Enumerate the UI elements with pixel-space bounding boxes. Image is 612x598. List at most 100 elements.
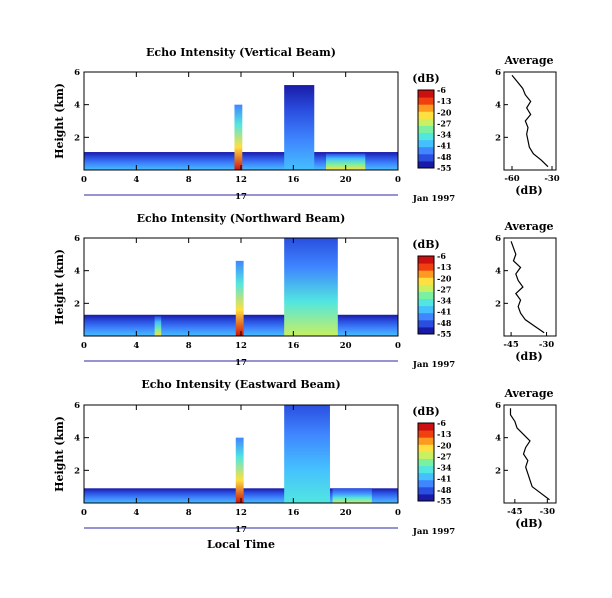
- y-tick-label: 2: [74, 133, 80, 143]
- colorbar-swatch: [418, 444, 434, 452]
- x-tick-label: 4: [133, 341, 139, 351]
- y-axis-label: Height (km): [53, 83, 66, 159]
- x-ticks: 0 4 8 12 16 20 0: [81, 405, 401, 518]
- x-tick-label: 0: [81, 508, 87, 518]
- colorbar-tick-label: -20: [437, 273, 452, 283]
- colorbar-swatch: [418, 97, 434, 105]
- colorbar-swatch: [418, 465, 434, 474]
- colorbar-unit: (dB): [412, 238, 439, 251]
- x-tick-label: 20: [340, 341, 352, 351]
- heatmap-region: [332, 488, 372, 503]
- day-axis: 17 Jan 1997: [84, 192, 455, 204]
- colorbar-swatch: [418, 284, 434, 292]
- y-axis-label: Height (km): [53, 416, 66, 492]
- avg-xlabel: (dB): [515, 350, 542, 363]
- avg-x-tick-label: -30: [540, 507, 555, 517]
- y-tick-label: 6: [74, 401, 80, 411]
- x-tick-label: 16: [287, 508, 299, 518]
- heatmap-region: [284, 405, 330, 503]
- avg-x-tick-label: -45: [507, 507, 522, 517]
- y-ticks: 2 4 6: [74, 68, 89, 143]
- colorbar-swatch: [418, 146, 434, 155]
- colorbar-swatch: [418, 291, 434, 300]
- colorbar-tick-label: -34: [437, 463, 452, 473]
- day-label: 17: [235, 525, 247, 535]
- colorbar-tick-label: -48: [437, 318, 452, 328]
- colorbar-swatch: [418, 437, 434, 445]
- heatmap-region: [326, 153, 366, 170]
- colorbar-tick-label: -6: [437, 418, 446, 428]
- colorbar-tick-label: -34: [437, 296, 452, 306]
- avg-title: Average: [503, 54, 553, 67]
- avg-y-tick-label: 4: [495, 101, 501, 111]
- colorbar-swatch: [418, 132, 434, 141]
- colorbar-tick-label: -13: [437, 96, 452, 106]
- heatmap-region: [154, 316, 162, 336]
- x-tick-label: 0: [395, 508, 401, 518]
- colorbar-swatch: [418, 451, 434, 459]
- panel-northward: Echo Intensity (Northward Beam) Height (…: [53, 212, 557, 370]
- colorbar-swatch: [418, 430, 434, 438]
- x-tick-label: 0: [395, 341, 401, 351]
- colorbar-tick-label: -27: [437, 118, 451, 128]
- colorbar-swatch: [418, 104, 434, 112]
- avg-xlabel: (dB): [515, 184, 542, 197]
- colorbar-swatch: [418, 458, 434, 467]
- avg-frame: [503, 237, 557, 337]
- colorbar-frame: [417, 422, 435, 502]
- x-tick-label: 8: [186, 175, 192, 185]
- y-tick-label: 6: [74, 234, 80, 244]
- panel-vertical: Echo Intensity (Vertical Beam) Height (k…: [53, 46, 560, 204]
- colorbar-unit: (dB): [412, 72, 439, 85]
- y-tick-label: 2: [74, 299, 80, 309]
- x-tick-label: 0: [81, 341, 87, 351]
- x-tick-label: 16: [287, 175, 299, 185]
- colorbar-tick-label: -20: [437, 440, 452, 450]
- x-axis-label: Local Time: [207, 538, 275, 551]
- colorbar-swatch: [418, 277, 434, 285]
- avg-y-tick-label: 2: [495, 466, 501, 476]
- colorbar-tick-label: -55: [437, 329, 451, 339]
- colorbar-swatch: [418, 486, 434, 495]
- day-label: 17: [235, 192, 247, 202]
- avg-y-tick-label: 2: [495, 133, 501, 143]
- panel-title: Echo Intensity (Northward Beam): [137, 212, 346, 225]
- colorbar-tick-label: -48: [437, 485, 452, 495]
- colorbar-tick-label: -55: [437, 163, 451, 173]
- y-axis-label: Height (km): [53, 249, 66, 325]
- colorbar: -6-13-20-27 -34-41-48-55: [417, 251, 452, 339]
- y-ticks: 2 4 6: [74, 401, 89, 476]
- heatmap-northward: [84, 238, 398, 336]
- day-axis: 17 Jan 1997: [84, 358, 455, 370]
- avg-x-tick-label: -45: [503, 340, 518, 350]
- colorbar-tick-label: -34: [437, 130, 452, 140]
- colorbar-unit: (dB): [412, 405, 439, 418]
- average-profile: 2 4 6 -60 -30: [495, 68, 560, 184]
- day-axis: 17 Jan 1997: [84, 525, 455, 537]
- colorbar-frame: [417, 255, 435, 335]
- date-label: Jan 1997: [412, 527, 455, 537]
- colorbar-swatch: [418, 312, 434, 321]
- heatmap-region: [284, 85, 315, 170]
- heatmap-region: [284, 238, 338, 336]
- colorbar-swatch: [418, 326, 434, 335]
- avg-y-tick-label: 4: [495, 434, 501, 444]
- avg-y-tick-label: 2: [495, 299, 501, 309]
- colorbar-swatch: [418, 125, 434, 134]
- panel-eastward: Echo Intensity (Eastward Beam) Height (k…: [53, 378, 557, 551]
- y-tick-label: 2: [74, 466, 80, 476]
- avg-frame: [503, 71, 557, 171]
- colorbar: -6-13-20-27 -34-41-48-55: [417, 418, 452, 506]
- avg-frame: [503, 404, 557, 504]
- colorbar-tick-label: -13: [437, 429, 452, 439]
- x-tick-label: 12: [235, 508, 247, 518]
- x-tick-label: 20: [340, 508, 352, 518]
- heatmap-vertical: [84, 85, 398, 170]
- colorbar-swatch: [418, 256, 434, 264]
- avg-xlabel: (dB): [515, 517, 542, 530]
- avg-profile-line: [511, 74, 549, 168]
- heatmap-region: [235, 437, 244, 503]
- colorbar-swatch: [418, 90, 434, 98]
- x-ticks: 0 4 8 12 16 20 0: [81, 238, 401, 351]
- colorbar-swatch: [418, 472, 434, 481]
